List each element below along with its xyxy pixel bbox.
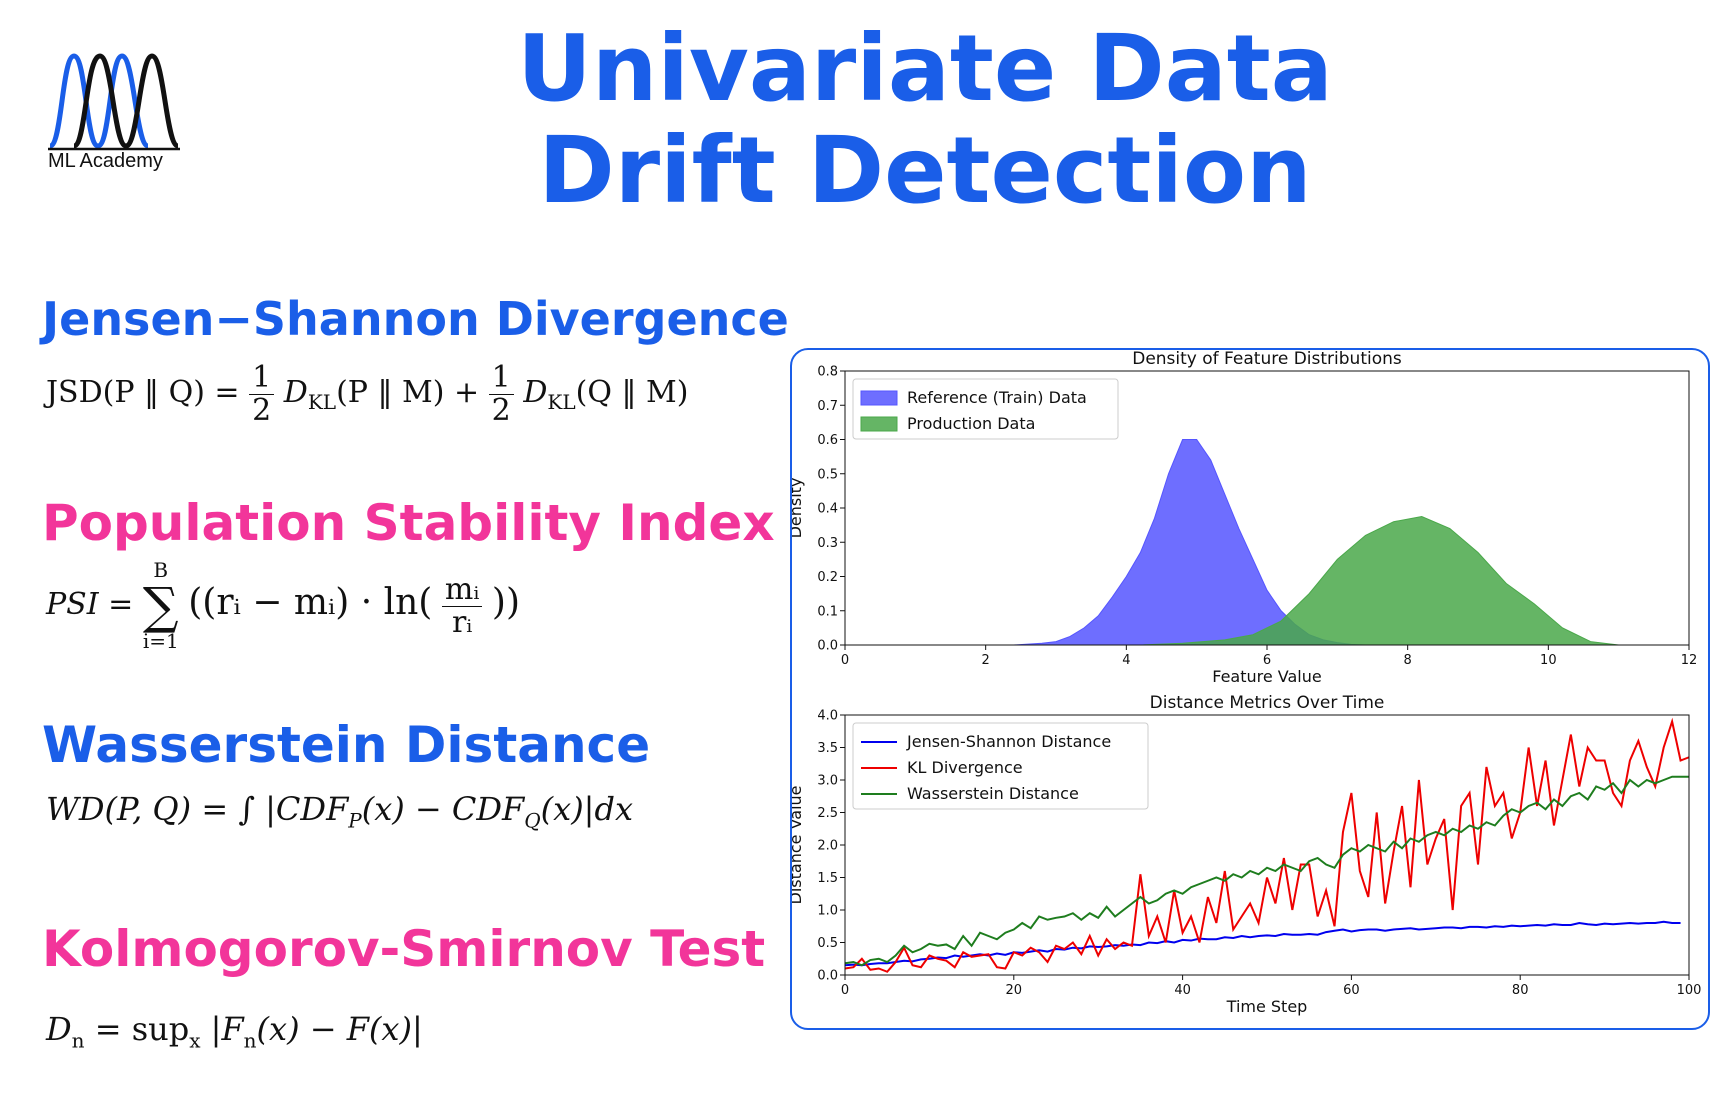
x-tick-label: 12 xyxy=(1681,653,1698,668)
heading-wd: Wasserstein Distance xyxy=(42,716,651,774)
y-tick-label: 0.3 xyxy=(817,536,838,551)
title-line-2: Drift Detection xyxy=(538,117,1312,224)
legend-swatch xyxy=(860,390,898,406)
charts-panel: Density of Feature Distributions 0 2 4 6 8 10 1… xyxy=(786,348,1710,1030)
heading-ks: Kolmogorov-Smirnov Test xyxy=(42,920,766,978)
y-tick-label: 1.0 xyxy=(817,904,838,919)
x-tick-label: 80 xyxy=(1512,983,1529,998)
title-line-1: Univariate Data xyxy=(517,15,1333,122)
x-tick-label: 0 xyxy=(841,653,849,668)
formula-wd: WD(P, Q) = ∫ |CDFP(x) − CDFQ(x)|dx xyxy=(46,790,633,833)
formula-psi: PSI = B ∑ i=1 ((rᵢ − mᵢ) · ln( mᵢ rᵢ )) xyxy=(46,558,521,653)
x-tick-label: 100 xyxy=(1677,983,1702,998)
legend-label: Reference (Train) Data xyxy=(907,388,1087,407)
x-tick-label: 40 xyxy=(1174,983,1191,998)
y-tick-label: 0.5 xyxy=(817,467,838,482)
y-tick-label: 1.5 xyxy=(817,871,838,886)
chart-title-0: Density of Feature Distributions xyxy=(1132,350,1402,369)
legend-label: Production Data xyxy=(907,414,1035,433)
x-tick-label: 8 xyxy=(1404,653,1412,668)
y-tick-label: 3.0 xyxy=(817,774,838,789)
legend-label: Wasserstein Distance xyxy=(907,784,1079,803)
line-series-2 xyxy=(844,775,1689,967)
page-title: Univariate Data Drift Detection xyxy=(360,18,1490,222)
x-tick-label: 60 xyxy=(1343,983,1360,998)
y-tick-label: 2.0 xyxy=(817,839,838,854)
y-axis-label-0: Density xyxy=(792,478,805,539)
x-tick-label: 0 xyxy=(841,983,849,998)
x-tick-label: 10 xyxy=(1540,653,1557,668)
chart-title-1: Distance Metrics Over Time xyxy=(1150,693,1385,713)
legend-swatch xyxy=(860,416,898,432)
x-axis-label-1: Time Step xyxy=(1226,997,1308,1016)
y-tick-label: 0.0 xyxy=(817,969,838,984)
x-tick-label: 4 xyxy=(1122,653,1130,668)
legend-label: Jensen-Shannon Distance xyxy=(906,732,1111,751)
y-tick-label: 0.8 xyxy=(817,365,838,380)
y-tick-label: 3.5 xyxy=(817,741,838,756)
y-tick-label: 4.0 xyxy=(817,709,838,724)
y-tick-label: 2.5 xyxy=(817,806,838,821)
y-tick-label: 0.7 xyxy=(817,399,838,414)
x-tick-label: 2 xyxy=(982,653,990,668)
x-axis-label-0: Feature Value xyxy=(1212,667,1321,686)
legend-label: KL Divergence xyxy=(907,758,1023,777)
line-series-1 xyxy=(844,717,1690,973)
heading-psi: Population Stability Index xyxy=(42,494,775,552)
y-tick-label: 0.6 xyxy=(817,433,838,448)
formula-ks: Dn = supx |Fn(x) − F(x)| xyxy=(46,1010,423,1053)
legend-box-0 xyxy=(852,378,1119,440)
y-tick-label: 0.1 xyxy=(817,604,838,619)
brand-name: ML Academy xyxy=(48,150,163,172)
x-tick-label: 6 xyxy=(1263,653,1271,668)
legend-box-1 xyxy=(852,722,1149,810)
charts-svg: Density of Feature Distributions 0 2 4 6 8 10 1… xyxy=(786,349,1702,1016)
y-tick-label: 0.4 xyxy=(817,502,838,517)
ml-academy-logo xyxy=(48,53,180,151)
jsd-lhs: JSD(P ‖ Q) = xyxy=(46,375,240,410)
y-tick-label: 0.2 xyxy=(817,570,838,585)
heading-jsd: Jensen−Shannon Divergence xyxy=(42,292,789,346)
area-series-1 xyxy=(1140,516,1619,646)
y-tick-label: 0.0 xyxy=(817,639,838,654)
y-axis-label-1: Distance Value xyxy=(792,786,805,905)
x-tick-label: 20 xyxy=(1006,983,1023,998)
y-tick-label: 0.5 xyxy=(817,936,838,951)
